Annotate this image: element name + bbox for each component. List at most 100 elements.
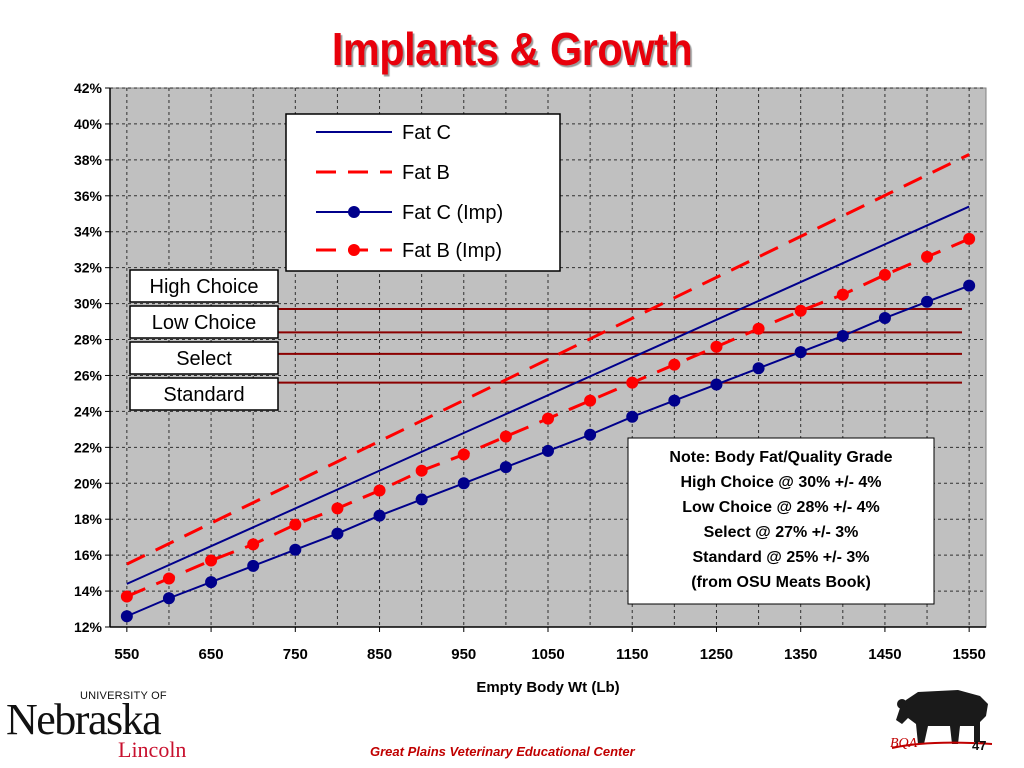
y-tick-label: 42%: [74, 80, 103, 96]
note-line: Low Choice @ 28% +/- 4%: [682, 499, 879, 516]
data-point: [668, 358, 681, 371]
note-line: Note: Body Fat/Quality Grade: [669, 449, 892, 466]
data-point: [289, 543, 302, 556]
footer-text: Great Plains Veterinary Educational Cent…: [370, 744, 635, 759]
slide-title: Implants & Growth: [331, 23, 693, 75]
data-point: [710, 340, 723, 353]
data-point: [415, 464, 428, 477]
logo-campus: Lincoln: [118, 737, 187, 762]
legend-marker: [348, 206, 360, 218]
data-point: [836, 329, 849, 342]
legend-label: Fat B (Imp): [402, 240, 502, 262]
note-line: Select @ 27% +/- 3%: [704, 524, 859, 541]
legend-label: Fat C (Imp): [402, 202, 503, 224]
y-tick-label: 12%: [74, 619, 103, 635]
slide-number: 47: [972, 738, 987, 753]
y-tick-label: 38%: [74, 152, 103, 168]
data-point: [499, 430, 512, 443]
series-line-0: [126, 205, 970, 585]
y-tick-label: 40%: [74, 116, 103, 132]
y-tick-label: 22%: [74, 439, 103, 455]
legend-label: Fat C: [402, 122, 451, 144]
data-point: [415, 493, 428, 506]
data-point: [247, 538, 260, 551]
y-tick-label: 28%: [74, 332, 103, 348]
data-point: [331, 527, 344, 540]
legend-label: Fat B: [402, 162, 450, 184]
legend-marker: [348, 244, 360, 256]
logo-name: Nebraska: [6, 695, 162, 744]
note-box: [627, 437, 935, 605]
cattle-icon: [891, 690, 993, 749]
legend-box: [285, 113, 561, 272]
data-point: [626, 410, 639, 423]
data-point: [584, 428, 597, 441]
x-tick-label: 1450: [868, 646, 901, 663]
bqa-text: BQA: [890, 736, 918, 751]
logo-university-of: UNIVERSITY OF: [80, 690, 167, 702]
x-tick-label: 550: [114, 646, 139, 663]
data-point: [247, 559, 260, 572]
data-point: [584, 394, 597, 407]
grade-label-box: [129, 341, 279, 375]
grade-label-box: [129, 377, 279, 411]
data-point: [794, 346, 807, 359]
x-tick-label: 650: [199, 646, 224, 663]
data-point: [878, 311, 891, 324]
x-tick-label: 1150: [616, 646, 649, 663]
data-point: [120, 590, 133, 603]
data-point: [331, 502, 344, 515]
grade-label: Low Choice: [152, 312, 257, 334]
y-tick-label: 24%: [74, 403, 103, 419]
y-tick-label: 30%: [74, 296, 103, 312]
data-point: [626, 376, 639, 389]
x-tick-label: 750: [283, 646, 308, 663]
grade-label-box: [129, 305, 279, 339]
data-point: [289, 518, 302, 531]
data-point: [878, 268, 891, 281]
data-point: [373, 484, 386, 497]
data-point: [542, 412, 554, 425]
data-point: [162, 592, 175, 605]
y-tick-label: 20%: [74, 475, 103, 491]
data-point: [921, 295, 934, 308]
note-line: High Choice @ 30% +/- 4%: [681, 474, 882, 491]
x-tick-label: 1350: [784, 646, 817, 663]
data-point: [921, 250, 934, 263]
data-point: [710, 378, 723, 391]
y-tick-label: 16%: [74, 547, 103, 563]
grade-label: High Choice: [150, 276, 259, 298]
data-point: [752, 322, 765, 335]
data-point: [205, 576, 218, 589]
y-tick-label: 34%: [74, 224, 103, 240]
data-point: [668, 394, 681, 407]
grade-label: Standard: [163, 384, 244, 406]
x-tick-label: 1550: [952, 646, 985, 663]
data-point: [963, 279, 976, 292]
data-point: [499, 461, 512, 474]
grade-label-box: [129, 269, 279, 303]
y-tick-label: 26%: [74, 367, 103, 383]
x-tick-label: 1250: [700, 646, 733, 663]
y-tick-label: 14%: [74, 583, 103, 599]
x-tick-label: 950: [451, 646, 476, 663]
data-point: [963, 232, 976, 245]
y-tick-label: 18%: [74, 511, 103, 527]
x-axis-title: Empty Body Wt (Lb): [476, 679, 619, 696]
x-tick-label: 1050: [531, 646, 564, 663]
data-point: [794, 304, 807, 317]
note-line: (from OSU Meats Book): [691, 574, 871, 591]
note-line: Standard @ 25% +/- 3%: [693, 549, 870, 566]
data-point: [457, 448, 470, 461]
series-line-1: [126, 153, 970, 566]
data-point: [373, 509, 386, 522]
data-point: [752, 362, 765, 375]
data-point: [162, 572, 175, 585]
university-logo: UNIVERSITY OF Nebraska Lincoln: [6, 690, 186, 762]
grade-label: Select: [176, 348, 232, 370]
y-tick-label: 36%: [74, 188, 103, 204]
data-point: [836, 288, 849, 301]
data-point: [120, 610, 133, 623]
x-tick-label: 850: [367, 646, 392, 663]
